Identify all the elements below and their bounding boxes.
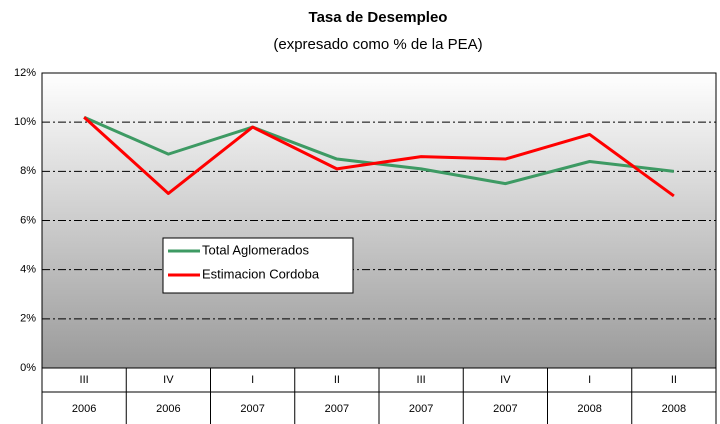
x-tick-label: I — [251, 374, 254, 386]
x-year-label: 2007 — [409, 403, 433, 415]
x-year-label: 2007 — [325, 403, 349, 415]
y-tick-label: 4% — [20, 264, 36, 276]
x-tick-label: IV — [500, 374, 511, 386]
series-line — [83, 116, 675, 198]
y-tick-label: 6% — [20, 214, 36, 226]
chart-subtitle: (expresado como % de la PEA) — [273, 36, 482, 53]
x-year-label: 2008 — [662, 403, 686, 415]
y-tick-label: 12% — [14, 67, 36, 79]
y-tick-label: 8% — [20, 165, 36, 177]
legend-label: Total Aglomerados — [202, 242, 309, 257]
x-year-label: 2008 — [577, 403, 601, 415]
chart-title: Tasa de Desempleo — [309, 9, 448, 26]
x-year-label: 2006 — [72, 403, 96, 415]
x-tick-label: III — [417, 374, 426, 386]
y-tick-label: 10% — [14, 116, 36, 128]
legend-box — [162, 237, 354, 294]
x-tick-label: II — [334, 374, 340, 386]
x-tick-label: IV — [163, 374, 174, 386]
x-tick-label: III — [80, 374, 89, 386]
legend-label: Estimacion Cordoba — [202, 266, 320, 281]
x-tick-label: I — [588, 374, 591, 386]
x-year-label: 2006 — [156, 403, 180, 415]
y-tick-label: 0% — [20, 362, 36, 374]
x-year-label: 2007 — [493, 403, 517, 415]
x-tick-label: II — [671, 374, 677, 386]
x-year-label: 2007 — [240, 403, 264, 415]
y-tick-label: 2% — [20, 313, 36, 325]
